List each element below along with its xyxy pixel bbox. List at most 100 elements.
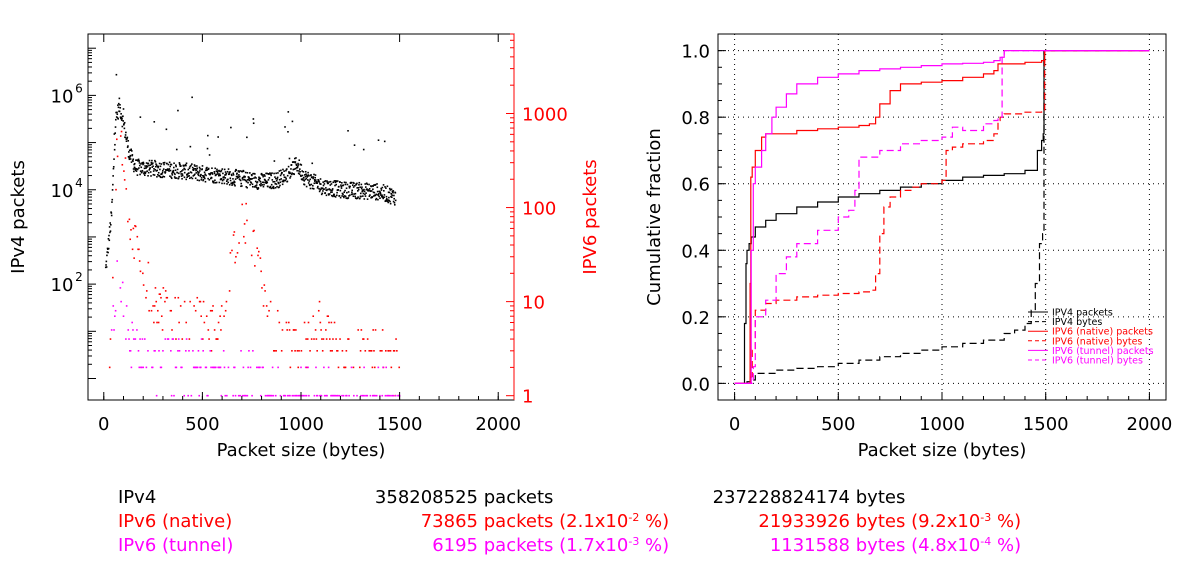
- scatter-point: [167, 163, 170, 166]
- scatter-point: [175, 177, 178, 179]
- scatter-point: [359, 192, 362, 195]
- bytes-label: bytes: [855, 487, 906, 508]
- legend-label: IPV6 (native) packets: [1052, 327, 1153, 338]
- scatter-point: [209, 309, 212, 312]
- scatter-point: [387, 201, 390, 204]
- scatter-point: [370, 196, 372, 199]
- scatter-point: [339, 189, 342, 192]
- scatter-point: [264, 394, 267, 397]
- scatter-point: [270, 187, 273, 190]
- scatter-point: [122, 115, 124, 118]
- scatter-point: [299, 170, 301, 173]
- scatter-point: [231, 182, 234, 185]
- scatter-point: [363, 366, 365, 369]
- scatter-point: [360, 183, 363, 186]
- x-tick-label: 500: [185, 414, 219, 435]
- scatter-point: [330, 183, 333, 185]
- scatter-point: [241, 394, 244, 397]
- scatter-point: [263, 183, 265, 186]
- scatter-point: [223, 168, 226, 171]
- scatter-point: [116, 260, 118, 262]
- scatter-point: [188, 167, 191, 169]
- scatter-point: [331, 189, 334, 191]
- scatter-point: [297, 366, 300, 369]
- scatter-point: [147, 174, 149, 177]
- scatter-point: [265, 182, 268, 185]
- scatter-point: [204, 169, 207, 172]
- scatter-point: [261, 181, 264, 184]
- scatter-point: [267, 185, 269, 188]
- byte-count-value: 21933926: [758, 511, 850, 532]
- scatter-point: [128, 158, 131, 161]
- scatter-point: [272, 394, 275, 397]
- byte-percent-mantissa: (4.8x10: [911, 535, 981, 556]
- scatter-point: [357, 188, 360, 191]
- scatter-point: [328, 338, 331, 340]
- scatter-point: [154, 165, 157, 168]
- scatter-point: [394, 191, 397, 194]
- scatter-point: [339, 181, 341, 183]
- scatter-point: [127, 329, 130, 331]
- scatter-point: [219, 178, 222, 181]
- scatter-point: [377, 366, 380, 369]
- scatter-point: [313, 182, 316, 185]
- scatter-point: [334, 196, 337, 198]
- scatter-point: [305, 177, 308, 180]
- scatter-point: [147, 162, 150, 165]
- scatter-point: [306, 174, 308, 177]
- scatter-point: [202, 300, 205, 303]
- scatter-point: [243, 223, 246, 225]
- scatter-point: [379, 394, 381, 397]
- x-tick-label: 1500: [377, 414, 423, 435]
- scatter-point: [301, 178, 304, 180]
- scatter-point: [137, 158, 140, 161]
- scatter-point: [293, 157, 296, 160]
- packet-percent-unit: %): [639, 511, 670, 532]
- scatter-point: [225, 172, 228, 175]
- scatter-point: [371, 366, 374, 369]
- scatter-point: [348, 186, 351, 189]
- scatter-point: [163, 175, 166, 178]
- cdf-lines: [734, 50, 1150, 384]
- scatter-point: [286, 180, 289, 183]
- scatter-point: [264, 181, 267, 183]
- scatter-point: [332, 194, 335, 197]
- scatter-point: [297, 172, 300, 175]
- scatter-point: [228, 171, 231, 174]
- scatter-point: [159, 165, 162, 168]
- scatter-point: [357, 329, 359, 331]
- scatter-point: [154, 159, 156, 162]
- scatter-point: [147, 261, 150, 264]
- scatter-point: [328, 194, 330, 196]
- scatter-point: [377, 139, 380, 141]
- scatter-point: [264, 175, 266, 177]
- scatter-point: [127, 145, 129, 147]
- scatter-point: [216, 168, 218, 171]
- scatter-point: [276, 309, 279, 312]
- scatter-point: [269, 172, 271, 174]
- scatter-point: [142, 272, 144, 275]
- packet-count-value: 73865: [420, 511, 478, 532]
- scatter-point: [172, 338, 174, 340]
- scatter-point: [172, 169, 175, 172]
- scatter-point: [311, 162, 314, 165]
- scatter-point: [191, 166, 194, 169]
- legend-label: IPV4 bytes: [1052, 317, 1102, 328]
- scatter-point: [229, 252, 232, 254]
- scatter-point: [286, 168, 288, 170]
- scatter-point: [143, 172, 145, 175]
- scatter-point: [139, 270, 142, 273]
- scatter-point: [336, 191, 338, 194]
- scatter-point: [181, 177, 183, 180]
- scatter-point: [300, 175, 302, 178]
- scatter-point: [107, 248, 109, 250]
- scatter-point: [142, 284, 145, 286]
- scatter-point: [271, 172, 273, 174]
- scatter-point: [160, 296, 162, 299]
- packet-count: 358208525 packets: [278, 486, 553, 510]
- scatter-point: [303, 183, 306, 186]
- scatter-point: [280, 173, 283, 175]
- scatter-point: [256, 247, 259, 249]
- scatter-point: [331, 350, 333, 352]
